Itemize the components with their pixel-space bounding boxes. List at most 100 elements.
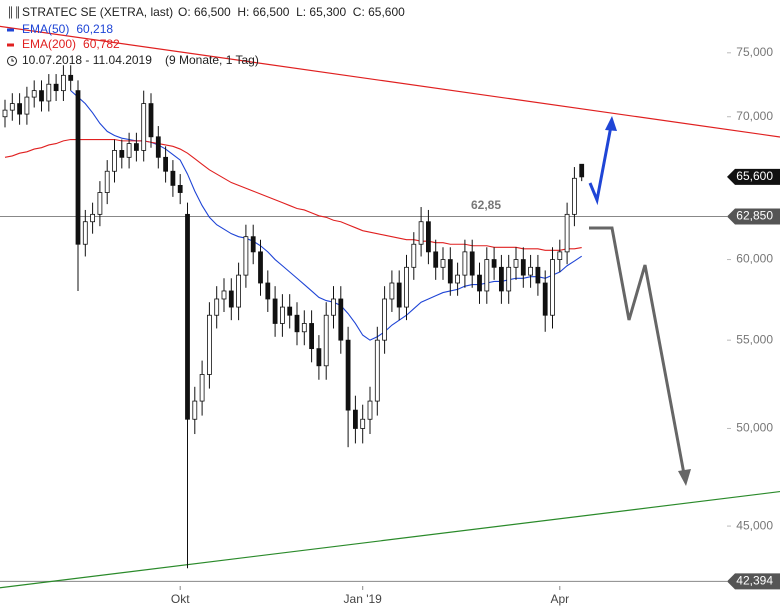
candle-body [221, 290, 227, 300]
candle-body [185, 213, 190, 420]
candle-body [440, 259, 446, 268]
candle-body [528, 266, 533, 276]
candle-body [163, 156, 169, 172]
candle-body [404, 266, 409, 308]
level-badge [727, 573, 780, 590]
candle-body [46, 83, 52, 102]
candle-body [155, 136, 161, 158]
candle-body [477, 274, 482, 292]
candle-body [258, 251, 263, 284]
clock-hand [11, 58, 14, 62]
legend-value: 60,218 [76, 22, 113, 36]
candle-body [90, 213, 95, 223]
candle-body [309, 323, 315, 350]
x-tick-label: Jan '19 [344, 592, 383, 606]
candle-body [579, 163, 585, 178]
level-badge [727, 208, 780, 225]
candle-body [331, 298, 336, 316]
trendline [0, 490, 780, 589]
ema-line [70, 90, 583, 341]
candle-body [68, 74, 74, 81]
chart-title: STRATEC SE (XETRA, last) [22, 5, 173, 19]
last-price-badge [727, 168, 780, 185]
candle-body [572, 177, 577, 215]
candle-body [360, 418, 366, 429]
candle-body [82, 221, 88, 245]
candle-body [141, 103, 147, 151]
legend-swatch [7, 28, 14, 32]
candle-body [133, 143, 139, 151]
x-tick-label: Apr [550, 592, 569, 606]
level-label: 62,850 [736, 209, 773, 223]
y-tick-label: 50,000 [736, 421, 773, 435]
candle-body [39, 90, 44, 102]
down-arrow [589, 226, 686, 475]
candle-body [148, 103, 154, 138]
up-arrowhead [605, 116, 617, 131]
y-tick-label: 70,000 [736, 109, 773, 123]
candle-body [557, 251, 563, 260]
candle-body [75, 90, 81, 245]
candle-body [411, 243, 417, 268]
candle-body [53, 83, 59, 92]
candle-body [126, 143, 132, 158]
trendline [0, 25, 780, 138]
candle-body [192, 400, 198, 420]
candle-body [199, 374, 205, 402]
candle-body [250, 236, 256, 253]
candle-body [316, 348, 322, 367]
ohlc-text: O: 66,500 H: 66,500 L: 65,300 C: 65,600 [178, 5, 405, 19]
y-tick-label: 45,000 [736, 518, 773, 532]
y-tick-label: 60,000 [736, 252, 773, 266]
y-tick-label: 75,000 [736, 45, 773, 59]
candle-body [345, 339, 351, 411]
candle-body [418, 221, 424, 245]
candle-body [206, 314, 212, 375]
candle-body [455, 274, 461, 284]
candle-body [433, 251, 439, 268]
candle-body [24, 96, 30, 115]
candle-body [301, 323, 307, 333]
ema-line [4, 138, 582, 251]
clock-icon [7, 56, 17, 66]
period-note: (9 Monate, 1 Tag) [165, 53, 259, 67]
candle-body [484, 259, 490, 292]
candle-body [97, 192, 103, 215]
candle-body [425, 221, 431, 253]
candle-body [272, 298, 278, 324]
period: 10.07.2018 - 11.04.2019 [22, 53, 152, 67]
projection-arrows [588, 116, 691, 486]
candle-body [287, 306, 293, 316]
candle-body [389, 282, 395, 300]
legend-swatch [7, 43, 14, 47]
candle-body [104, 170, 110, 193]
candle-body [214, 298, 220, 316]
candle-body [382, 298, 388, 341]
candle-body [542, 282, 548, 316]
candle-body [228, 290, 234, 308]
candle-body [119, 150, 125, 158]
candle-body [243, 236, 249, 276]
candle-body [2, 109, 8, 118]
candle-body [447, 259, 453, 284]
down-arrowhead [678, 469, 691, 486]
legend-name: EMA(50) [22, 22, 69, 36]
candle-body [17, 103, 23, 115]
candle-body [9, 103, 15, 111]
candle-body [535, 266, 541, 284]
candle-body [31, 90, 37, 98]
candle-body [520, 259, 526, 276]
candle-body [265, 282, 271, 300]
candle-body [462, 251, 468, 276]
legend-name: EMA(200) [22, 37, 76, 51]
candle-body [374, 339, 380, 402]
bar-icon: ║║ [7, 6, 21, 20]
candle-body [352, 409, 358, 429]
level-label: 42,394 [736, 574, 773, 588]
candle-body [236, 274, 242, 308]
candle-body [564, 213, 570, 253]
candle-body [513, 259, 519, 268]
y-tick-label: 55,000 [736, 332, 773, 346]
